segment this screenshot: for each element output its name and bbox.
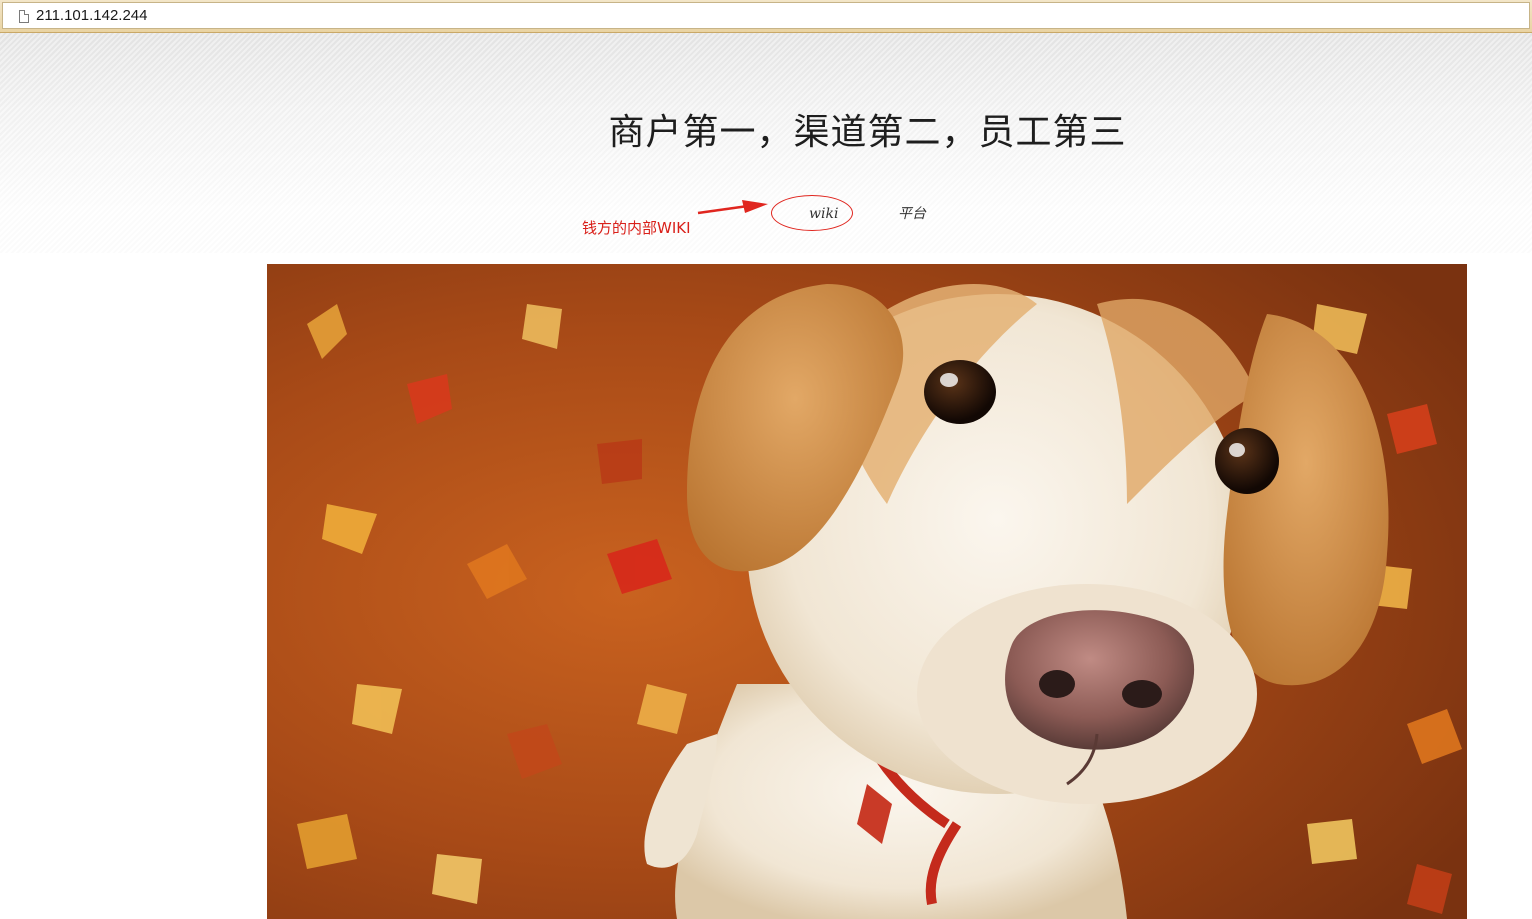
url-text[interactable]: 211.101.142.244 [36, 7, 148, 24]
page-title: 商户第一，渠道第二，员工第三 [608, 112, 1127, 153]
annotation-label: 钱方的内部WIKI [582, 219, 691, 237]
annotation-arrow-icon [697, 200, 768, 215]
page-header [0, 33, 1532, 253]
document-icon [19, 10, 29, 23]
browser-address-bar: 211.101.142.244 [0, 0, 1532, 33]
annotation-ellipse [771, 195, 853, 231]
hero-photo [267, 264, 1467, 919]
url-field[interactable]: 211.101.142.244 [2, 2, 1530, 29]
nav-link-platform[interactable]: 平台 [898, 206, 926, 222]
dog-photo-illustration [267, 264, 1467, 919]
